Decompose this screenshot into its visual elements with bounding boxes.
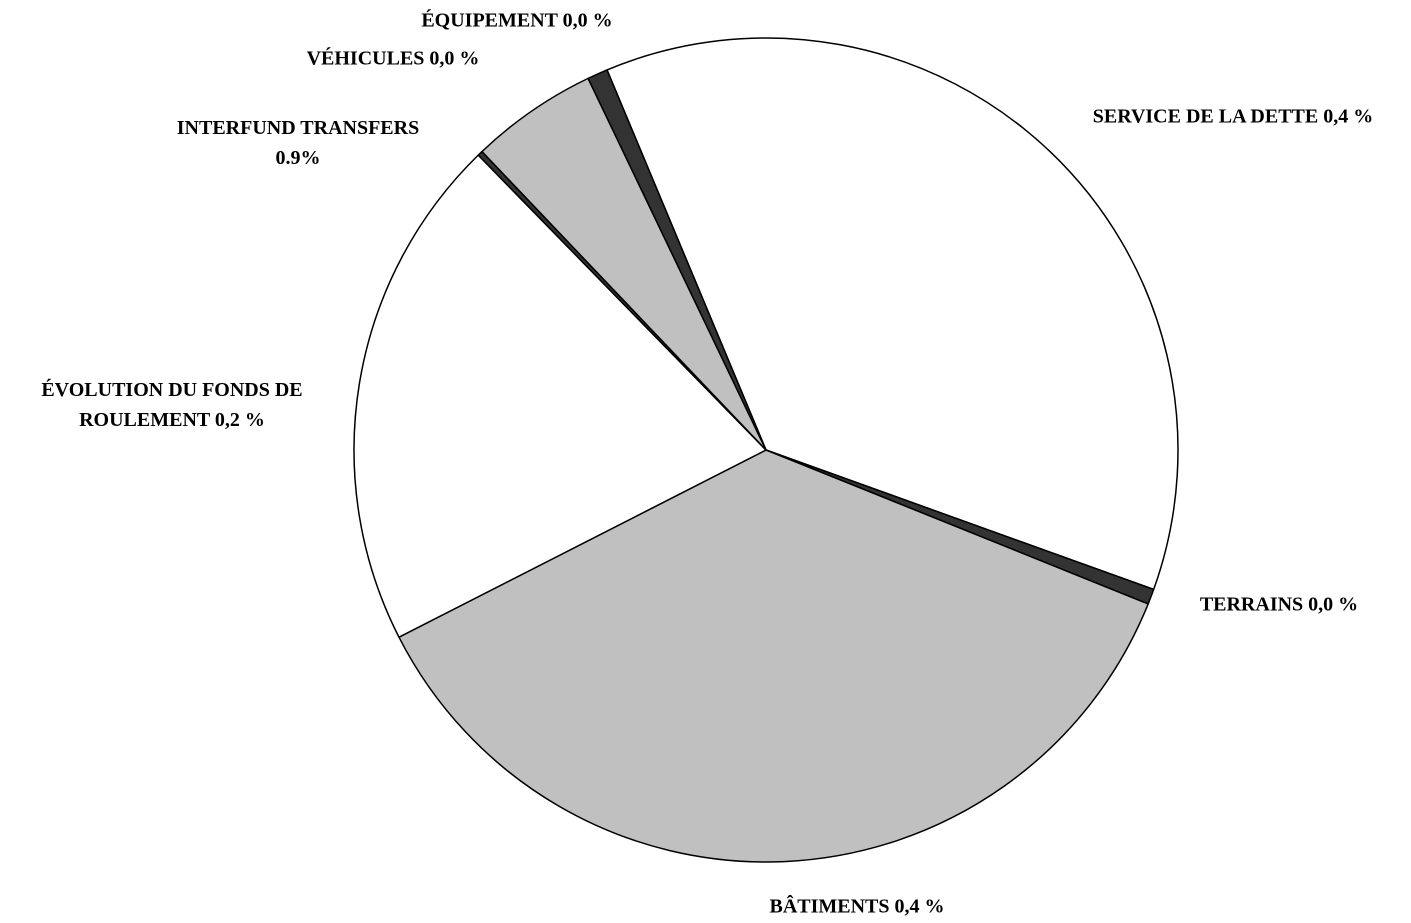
slice-label: TERRAINS 0,0 % — [1200, 594, 1358, 616]
slice-label: VÉHICULES 0,0 % — [307, 47, 480, 70]
slice-label: ÉVOLUTION DU FONDS DE ROULEMENT 0,2 % — [41, 378, 302, 431]
slice-label: ÉQUIPEMENT 0,0 % — [421, 9, 612, 32]
pie-slice — [606, 37, 1179, 591]
pie-slice — [353, 154, 767, 638]
pie-slice — [587, 69, 767, 451]
slice-label: SERVICE DE LA DETTE 0,4 % — [1093, 106, 1373, 128]
slice-label: BÂTIMENTS 0,4 % — [769, 894, 944, 918]
slice-label: INTERFUND TRANSFERS 0.9% — [177, 117, 419, 169]
pie-slice — [398, 449, 1149, 863]
